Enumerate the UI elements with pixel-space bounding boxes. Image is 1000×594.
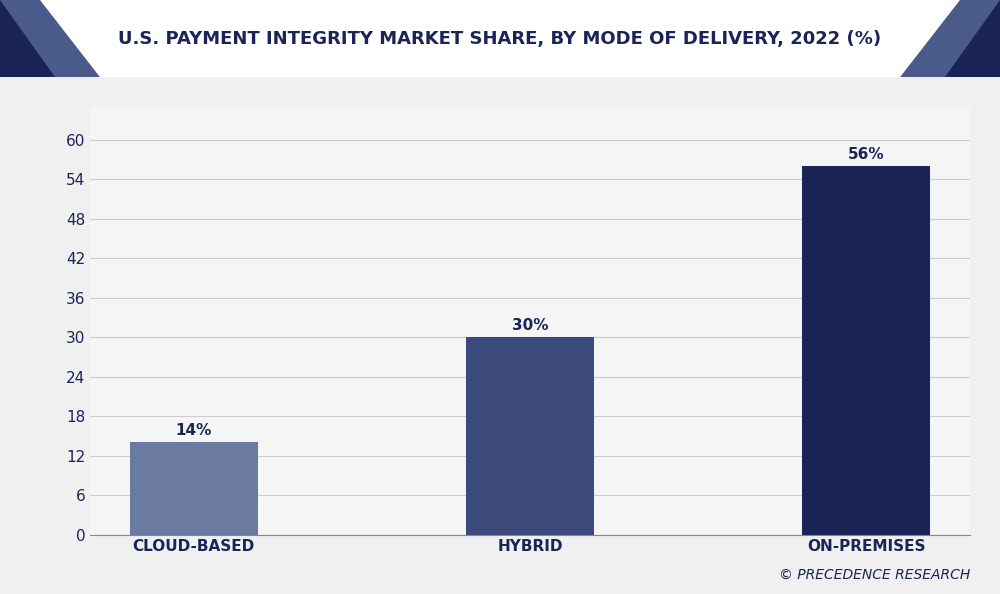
Bar [130,443,258,535]
Polygon shape [40,0,960,77]
Bar [802,166,930,535]
Polygon shape [0,0,55,77]
Polygon shape [945,0,1000,77]
Text: 56%: 56% [848,147,884,162]
Text: 30%: 30% [512,318,548,333]
Polygon shape [900,0,1000,77]
Text: U.S. PAYMENT INTEGRITY MARKET SHARE, BY MODE OF DELIVERY, 2022 (%): U.S. PAYMENT INTEGRITY MARKET SHARE, BY … [118,30,882,48]
Bar [466,337,594,535]
Polygon shape [0,0,100,77]
Text: 14%: 14% [176,423,212,438]
Text: © PRECEDENCE RESEARCH: © PRECEDENCE RESEARCH [779,568,970,582]
